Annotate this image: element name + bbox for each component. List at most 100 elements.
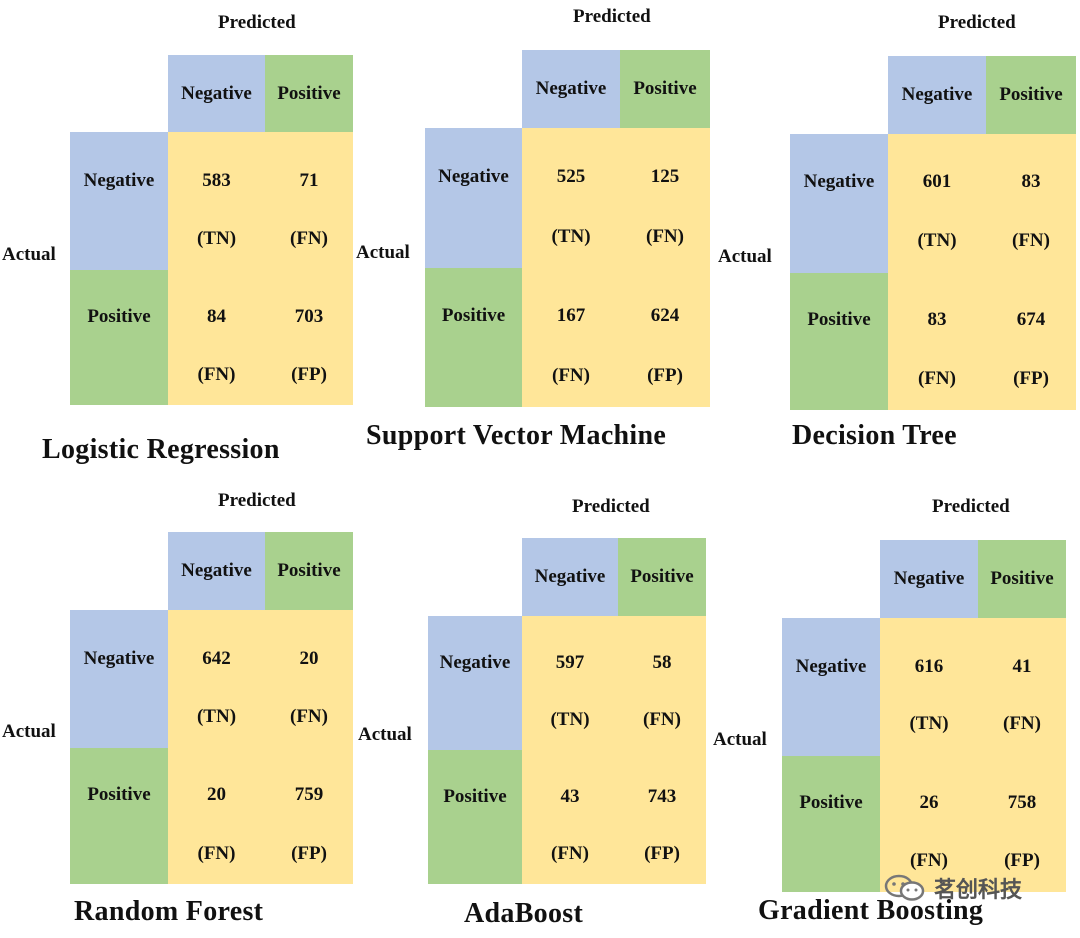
cell-value: 525	[556, 166, 586, 187]
row-header: Negative	[782, 618, 880, 756]
matrix-body	[880, 618, 1066, 892]
matrix-body	[522, 616, 706, 884]
cell-tag: (FN)	[197, 843, 236, 864]
row-header: Positive	[428, 750, 522, 884]
cell-tag: (TN)	[551, 226, 591, 247]
cell-value: 58	[652, 652, 672, 673]
row-header-label: Negative	[803, 171, 875, 192]
row-header: Positive	[782, 756, 880, 892]
cell-value: 26	[919, 792, 939, 813]
wechat-icon	[884, 874, 925, 901]
matrix-body	[168, 610, 353, 884]
cell-tag: (TN)	[909, 713, 949, 734]
row-header-label: Negative	[83, 170, 155, 191]
actual-label: Actual	[2, 244, 56, 265]
row-header: Positive	[790, 273, 888, 410]
predicted-label: Predicted	[572, 496, 650, 517]
actual-label: Actual	[2, 721, 56, 742]
column-header: Negative	[168, 532, 265, 610]
row-header-label: Positive	[87, 784, 151, 805]
cell-value: 703	[294, 306, 324, 327]
cell-tag: (FP)	[644, 843, 680, 864]
column-header: Positive	[265, 532, 353, 610]
cell-value: 43	[560, 786, 580, 807]
row-header-label: Negative	[438, 166, 509, 187]
cell-value: 616	[914, 656, 944, 677]
row-header-label: Negative	[83, 648, 155, 669]
cell-tag: (FN)	[290, 706, 328, 727]
cell-tag: (FN)	[1003, 713, 1041, 734]
column-header: Negative	[522, 50, 620, 128]
column-header: Positive	[986, 56, 1076, 134]
cell-value: 597	[555, 652, 585, 673]
cell-value: 125	[650, 166, 680, 187]
row-header: Positive	[70, 270, 168, 405]
cell-tag: (FN)	[551, 843, 589, 864]
cell-tag: (FN)	[197, 364, 236, 385]
matrix-body	[168, 132, 353, 405]
matrix-title: Decision Tree	[792, 420, 957, 451]
row-header-label: Positive	[443, 786, 507, 807]
column-header: Positive	[265, 55, 353, 132]
cell-tag: (FN)	[1012, 230, 1050, 251]
cell-tag: (FP)	[1004, 850, 1040, 871]
row-header: Negative	[428, 616, 522, 750]
matrix-title: Support Vector Machine	[366, 420, 667, 451]
watermark-text: 茗创科技	[934, 878, 1023, 903]
cell-value: 41	[1012, 656, 1032, 677]
cell-value: 642	[202, 648, 231, 669]
matrix-title: Random Forest	[74, 896, 264, 927]
cell-value: 624	[650, 305, 680, 326]
cell-tag: (FP)	[647, 365, 683, 386]
cell-value: 84	[207, 306, 226, 327]
cell-tag: (FP)	[291, 843, 327, 864]
matrix-title: Logistic Regression	[42, 434, 280, 465]
cell-value: 583	[202, 170, 231, 191]
row-header-label: Positive	[87, 306, 151, 327]
cell-value: 83	[1021, 171, 1041, 192]
cell-tag: (FN)	[643, 709, 681, 730]
row-header-label: Positive	[807, 309, 871, 330]
cell-value: 759	[294, 784, 324, 805]
column-header: Positive	[620, 50, 710, 128]
row-header-label: Negative	[795, 656, 867, 677]
row-header: Positive	[425, 268, 522, 407]
column-header: Negative	[168, 55, 265, 132]
row-header-label: Positive	[799, 792, 863, 813]
cell-value: 167	[556, 305, 586, 326]
row-header: Negative	[70, 132, 168, 270]
watermark: 茗创科技	[884, 872, 1022, 904]
row-header: Positive	[70, 748, 168, 884]
cell-value: 20	[299, 648, 319, 669]
predicted-label: Predicted	[573, 6, 651, 27]
predicted-label: Predicted	[938, 12, 1016, 33]
row-header-label: Positive	[441, 305, 506, 326]
column-header: Negative	[522, 538, 618, 616]
column-header: Positive	[618, 538, 706, 616]
cell-tag: (TN)	[196, 706, 237, 727]
cell-value: 743	[647, 786, 677, 807]
cell-value: 20	[207, 784, 226, 805]
cell-tag: (FN)	[290, 228, 328, 249]
cell-tag: (FN)	[910, 850, 948, 871]
cell-value: 758	[1007, 792, 1037, 813]
actual-label: Actual	[713, 729, 767, 750]
predicted-label: Predicted	[218, 12, 296, 33]
row-header: Negative	[425, 128, 522, 268]
actual-label: Actual	[358, 724, 412, 745]
predicted-label: Predicted	[932, 496, 1010, 517]
cell-tag: (TN)	[550, 709, 590, 730]
cell-tag: (FN)	[918, 368, 956, 389]
row-header-label: Negative	[439, 652, 511, 673]
actual-label: Actual	[718, 246, 772, 267]
cell-value: 601	[922, 171, 952, 192]
predicted-label: Predicted	[218, 490, 296, 511]
column-header: Negative	[888, 56, 986, 134]
cell-tag: (FN)	[552, 365, 590, 386]
row-header: Negative	[70, 610, 168, 748]
actual-label: Actual	[356, 242, 410, 263]
cell-tag: (FP)	[1013, 368, 1049, 389]
column-header: Negative	[880, 540, 978, 618]
cell-tag: (TN)	[917, 230, 957, 251]
cell-tag: (FP)	[291, 364, 327, 385]
